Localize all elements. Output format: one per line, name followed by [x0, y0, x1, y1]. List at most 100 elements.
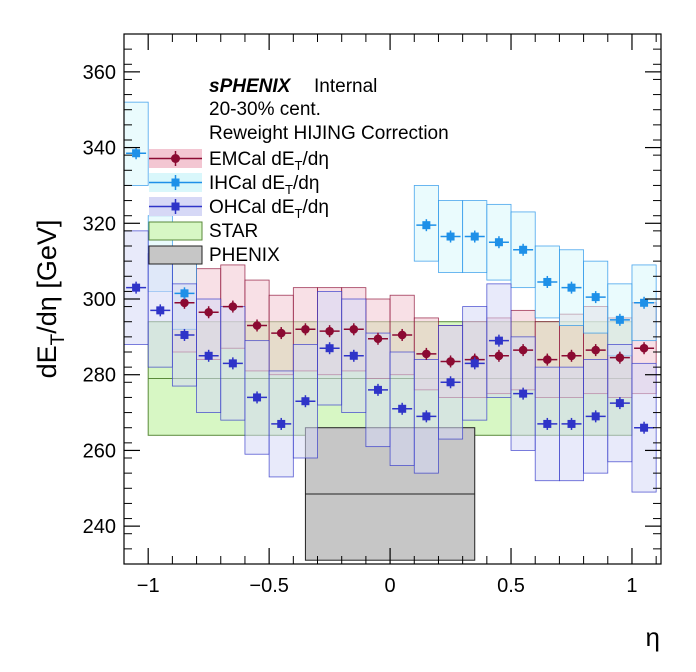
- y-tick-label: 340: [83, 138, 116, 160]
- ohcal-marker: [325, 344, 334, 353]
- centrality-label: 20-30% cent.: [209, 99, 321, 120]
- emcal-point: [537, 353, 558, 366]
- axes: 240 260 280 300 320 340 360 −1 −0.5 0 0.5 1: [83, 33, 661, 597]
- ihcal-marker: [132, 149, 141, 158]
- emcal-point: [416, 347, 437, 360]
- ihcal-marker: [640, 298, 649, 307]
- ihcal-marker: [422, 221, 431, 230]
- legend-marker-ihcal: [171, 178, 180, 187]
- ohcal-marker: [204, 351, 213, 360]
- emcal-marker: [301, 324, 310, 334]
- emcal-marker: [422, 349, 431, 359]
- y-tick-label: 300: [83, 289, 116, 311]
- ohcal-marker: [373, 385, 382, 394]
- y-axis-title: dET/dη [GeV]: [32, 220, 69, 379]
- ohcal-point: [271, 417, 292, 430]
- ihcal-point: [513, 243, 534, 256]
- legend-label-emcal: EMCal dET/dη: [209, 149, 329, 173]
- emcal-point: [174, 296, 195, 309]
- emcal-marker: [518, 345, 528, 355]
- ohcal-point: [634, 421, 655, 434]
- emcal-marker: [373, 334, 383, 344]
- ohcal-marker: [132, 283, 141, 292]
- ohcal-marker: [640, 423, 649, 432]
- x-tick-label: −1: [137, 575, 160, 597]
- ohcal-marker: [277, 419, 286, 428]
- emcal-point: [271, 327, 292, 340]
- legend-marker-emcal: [171, 154, 180, 163]
- emcal-marker: [543, 355, 552, 364]
- ohcal-point: [440, 376, 461, 389]
- data-points: [126, 147, 655, 434]
- legend-entry-phenix: PHENIX: [148, 245, 280, 266]
- ihcal-marker: [543, 277, 552, 286]
- ohcal-marker: [446, 378, 455, 387]
- legend-entry-emcal: EMCal dET/dη: [149, 149, 329, 173]
- emcal-marker: [276, 328, 286, 338]
- ohcal-marker: [470, 359, 479, 368]
- ohcal-point: [561, 417, 582, 430]
- ihcal-marker: [519, 245, 528, 254]
- ohcal-marker: [494, 336, 503, 345]
- ohcal-point: [513, 387, 534, 400]
- emcal-point: [609, 351, 630, 364]
- ohcal-point: [319, 342, 340, 355]
- ohcal-marker: [301, 397, 310, 406]
- ohcal-point: [367, 383, 388, 396]
- emcal-point: [488, 349, 509, 362]
- y-tick-label: 280: [83, 365, 116, 387]
- annotation-block: sPHENIX Internal 20-30% cent. Reweight H…: [209, 76, 449, 144]
- emcal-point: [319, 325, 340, 338]
- ohcal-marker: [349, 351, 358, 360]
- correction-label: Reweight HIJING Correction: [209, 123, 449, 144]
- ihcal-point: [440, 230, 461, 243]
- ohcal-marker: [180, 330, 189, 339]
- ihcal-point: [126, 147, 147, 160]
- ihcal-point: [585, 291, 606, 304]
- ohcal-marker: [253, 393, 262, 402]
- ihcal-point: [464, 230, 485, 243]
- legend-label-star: STAR: [209, 221, 258, 242]
- ohcal-point: [537, 417, 558, 430]
- ihcal-marker: [567, 283, 576, 292]
- emcal-marker: [446, 357, 455, 366]
- legend-entry-ihcal: IHCal dET/dη: [149, 173, 319, 197]
- emcal-point: [222, 300, 243, 313]
- ohcal-marker: [543, 419, 552, 428]
- legend: EMCal dET/dη IHCal dET/dη OHCal dET/dη S…: [148, 149, 329, 266]
- x-tick-label: 0: [385, 575, 396, 597]
- emcal-point: [247, 319, 268, 332]
- y-tick-label: 360: [83, 62, 116, 84]
- emcal-point: [513, 344, 534, 357]
- y-tick-label: 260: [83, 440, 116, 462]
- ihcal-marker: [446, 232, 455, 241]
- legend-label-ihcal: IHCal dET/dη: [209, 173, 319, 197]
- ohcal-point: [609, 397, 630, 410]
- ohcal-point: [126, 281, 147, 294]
- x-axis-title: η: [646, 622, 660, 652]
- ihcal-marker: [494, 238, 503, 247]
- legend-label-phenix: PHENIX: [209, 245, 280, 266]
- ihcal-point: [634, 296, 655, 309]
- ihcal-point: [488, 236, 509, 249]
- ohcal-point: [174, 328, 195, 341]
- ohcal-point: [150, 304, 171, 317]
- ohcal-point: [343, 349, 364, 362]
- ohcal-point: [198, 349, 219, 362]
- legend-marker-ohcal: [171, 202, 180, 211]
- y-tick-label: 240: [83, 516, 116, 538]
- legend-entry-star: STAR: [148, 221, 258, 242]
- ohcal-marker: [567, 419, 576, 428]
- emcal-marker: [639, 343, 649, 353]
- legend-entry-ohcal: OHCal dET/dη: [149, 197, 329, 221]
- x-tick-label: 1: [626, 575, 637, 597]
- ohcal-point: [295, 395, 316, 408]
- ihcal-point: [174, 287, 195, 300]
- x-tick-label: 0.5: [497, 575, 525, 597]
- emcal-point: [585, 344, 606, 357]
- ihcal-marker: [470, 232, 479, 241]
- ohcal-point: [222, 357, 243, 370]
- ohcal-marker: [422, 412, 431, 421]
- emcal-point: [295, 323, 316, 336]
